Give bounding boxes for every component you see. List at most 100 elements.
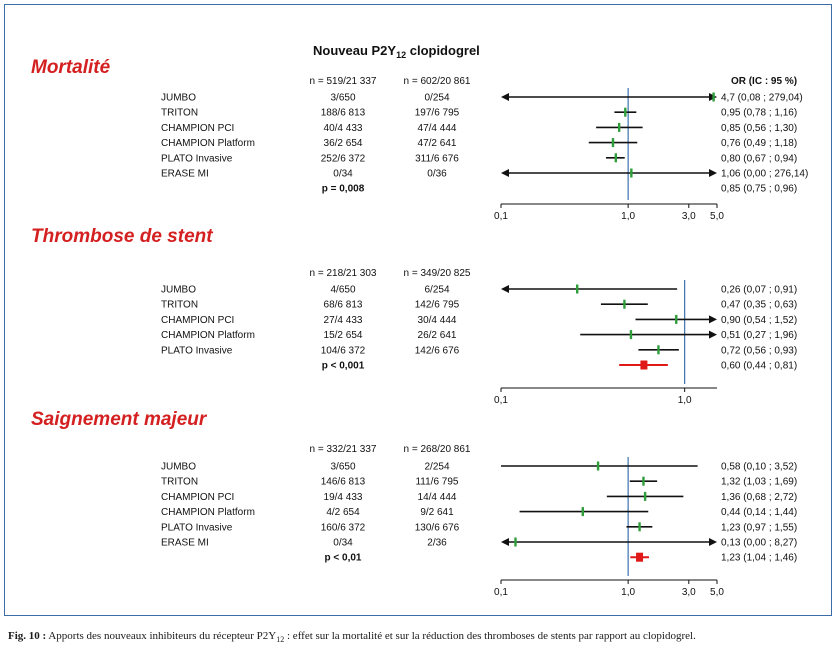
forest-plot-figure: Nouveau P2Y12 clopidogrel Mortalité n = 51… xyxy=(31,43,808,598)
panel1-point-estimate xyxy=(611,138,615,148)
panel2-point-estimate xyxy=(657,345,660,355)
panel2-events-clopidogrel: 6/254 xyxy=(424,285,449,296)
panel2-ci-arrow-right xyxy=(709,315,717,324)
panel2-title: Thrombose de stent xyxy=(31,226,213,247)
panel3-ci-arrow-left xyxy=(501,538,509,546)
panel2-or-value: 0,72 (0,56 ; 0,93) xyxy=(721,345,797,356)
panel3-point-estimate xyxy=(596,461,600,471)
panel2-pooled-estimate xyxy=(640,360,648,370)
panel1-point-estimate xyxy=(614,153,618,163)
panel3-study-name: JUMBO xyxy=(161,462,196,473)
panel3-events-clopidogrel: 130/6 676 xyxy=(415,522,460,533)
panel3-title: Saignement majeur xyxy=(31,409,208,430)
caption-subscript: 12 xyxy=(276,635,285,645)
panel3-or-value: 1,23 (0,97 ; 1,55) xyxy=(721,522,797,533)
panel1-events-clopidogrel: 311/6 676 xyxy=(415,153,459,164)
panel2-n-new: n = 218/21 303 xyxy=(309,268,376,279)
panel1-x-tick-label: 1,0 xyxy=(621,211,635,222)
panel3-point-estimate xyxy=(638,522,641,532)
panel2-study-name: PLATO Invasive xyxy=(161,345,233,356)
panel3-study-name: ERASE MI xyxy=(161,538,209,549)
panel1-study-name: JUMBO xyxy=(161,93,196,104)
panel2-pooled-or-value: 0,60 (0,44 ; 0,81) xyxy=(721,361,797,372)
panel3-or-value: 0,13 (0,00 ; 8,27) xyxy=(721,538,797,549)
panel2-events-clopidogrel: 30/4 444 xyxy=(418,315,457,326)
panel2-n-clopidogrel: n = 349/20 825 xyxy=(403,268,470,279)
panel1-events-new: 252/6 372 xyxy=(321,153,366,164)
panel1-or-value: 0,95 (0,78 ; 1,16) xyxy=(721,108,797,119)
panel2-or-value: 0,90 (0,54 ; 1,52) xyxy=(721,315,797,326)
panel2-events-new: 27/4 433 xyxy=(324,315,363,326)
panel2-point-estimate xyxy=(675,314,678,324)
panel1-pooled-or-value: 0,85 (0,75 ; 0,96) xyxy=(721,184,797,195)
panel3-events-clopidogrel: 14/4 444 xyxy=(418,492,457,503)
panel1-ci-arrow-left xyxy=(501,93,509,101)
panel3-events-clopidogrel: 2/36 xyxy=(427,538,447,549)
panel1-study-name: TRITON xyxy=(161,108,198,119)
panel1-events-new: 36/2 654 xyxy=(324,138,363,149)
panel1-events-new: 188/6 813 xyxy=(321,108,366,119)
panel2-point-estimate xyxy=(623,299,626,309)
panel3-study-name: TRITON xyxy=(161,477,198,488)
panel2-events-clopidogrel: 26/2 641 xyxy=(418,330,457,341)
panel1-or-value: 4,7 (0,08 ; 279,04) xyxy=(721,93,803,104)
panel2-point-estimate xyxy=(629,330,633,340)
panel2-events-new: 4/650 xyxy=(330,285,355,296)
panel2-x-tick-label: 0,1 xyxy=(494,395,508,406)
figure-caption: Fig. 10 : Apports des nouveaux inhibiteu… xyxy=(8,630,696,644)
panel3-study-name: CHAMPION PCI xyxy=(161,492,234,503)
panel3-events-new: 0/34 xyxy=(333,538,353,549)
panel2-events-clopidogrel: 142/6 676 xyxy=(415,345,460,356)
panel3-x-tick-label: 3,0 xyxy=(682,587,696,598)
panel1-n-new: n = 519/21 337 xyxy=(309,76,376,87)
panel1-study-name: PLATO Invasive xyxy=(161,153,233,164)
panel3-point-estimate xyxy=(581,507,585,517)
panel2-study-name: CHAMPION PCI xyxy=(161,315,234,326)
caption-text-a: Apports des nouveaux inhibiteurs du réce… xyxy=(46,630,277,642)
panel1-events-clopidogrel: 47/2 641 xyxy=(418,138,457,149)
panel3-x-tick-label: 5,0 xyxy=(710,587,724,598)
panel2-p-value: p < 0,001 xyxy=(322,361,365,372)
panel2-events-new: 104/6 372 xyxy=(321,345,366,356)
panel1-title: Mortalité xyxy=(31,57,111,78)
panel2-ci-arrow-left xyxy=(501,285,509,293)
panel1-study-name: CHAMPION PCI xyxy=(161,123,234,134)
panel1-events-new: 3/650 xyxy=(330,93,355,104)
panel2-study-name: TRITON xyxy=(161,300,198,311)
panel1-x-tick-label: 0,1 xyxy=(494,211,508,222)
panel3-pooled-or-value: 1,23 (1,04 ; 1,46) xyxy=(721,553,797,564)
panel3-or-value: 1,32 (1,03 ; 1,69) xyxy=(721,477,797,488)
panel2-events-new: 15/2 654 xyxy=(324,330,363,341)
panel1-events-clopidogrel: 197/6 795 xyxy=(415,108,460,119)
panel1-or-value: 0,80 (0,67 ; 0,94) xyxy=(721,153,797,164)
panel2-or-value: 0,47 (0,35 ; 0,63) xyxy=(721,300,797,311)
panel2-study-name: CHAMPION Platform xyxy=(161,330,255,341)
caption-fig-label: Fig. 10 : xyxy=(8,630,47,642)
panel1-point-estimate xyxy=(624,107,627,117)
panel3-events-new: 146/6 813 xyxy=(321,477,366,488)
panel1-events-clopidogrel: 0/36 xyxy=(427,169,447,180)
panel3-events-clopidogrel: 2/254 xyxy=(424,462,449,473)
panel2-or-value: 0,26 (0,07 ; 0,91) xyxy=(721,285,797,296)
header-title: Nouveau P2Y12 clopidogrel xyxy=(313,43,480,60)
panel3-events-new: 19/4 433 xyxy=(324,492,363,503)
panel3-or-value: 0,58 (0,10 ; 3,52) xyxy=(721,462,797,473)
panel1-ci-arrow-left xyxy=(501,169,509,177)
panel1-study-name: CHAMPION Platform xyxy=(161,138,255,149)
panel2-study-name: JUMBO xyxy=(161,285,196,296)
panel3-events-clopidogrel: 111/6 795 xyxy=(415,477,458,488)
panel3-x-tick-label: 1,0 xyxy=(621,587,635,598)
panel1-n-clopidogrel: n = 602/20 861 xyxy=(403,76,470,87)
panel3-study-name: CHAMPION Platform xyxy=(161,507,255,518)
panel1-ci-arrow-right xyxy=(709,169,717,177)
panel3-n-clopidogrel: n = 268/20 861 xyxy=(403,444,470,455)
panel1-study-name: ERASE MI xyxy=(161,169,209,180)
panel2-ci-arrow-right xyxy=(709,330,717,339)
panel1-events-clopidogrel: 0/254 xyxy=(424,93,449,104)
panel1-or-value: 0,76 (0,49 ; 1,18) xyxy=(721,138,797,149)
panel2-events-clopidogrel: 142/6 795 xyxy=(415,300,460,311)
panel1-or-value: 0,85 (0,56 ; 1,30) xyxy=(721,123,797,134)
panel3-ci-arrow-right xyxy=(709,538,717,546)
panel1-events-new: 40/4 433 xyxy=(324,123,363,134)
panel3-events-clopidogrel: 9/2 641 xyxy=(420,507,454,518)
